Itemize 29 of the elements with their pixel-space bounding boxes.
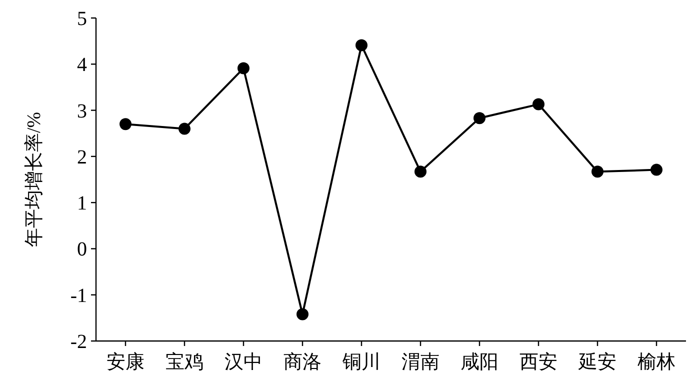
x-tick-label: 榆林 xyxy=(638,352,676,373)
x-tick-label: 渭南 xyxy=(402,352,440,373)
point xyxy=(414,166,426,178)
x-tick-label: 西安 xyxy=(520,351,558,373)
x-tick-label: 安康 xyxy=(106,351,144,373)
point xyxy=(356,39,368,52)
y-tick-label: -2 xyxy=(70,331,87,353)
x-tick-label: 商洛 xyxy=(284,351,322,373)
x-tick-label: 汉中 xyxy=(224,352,262,373)
x-tick-label: 铜川 xyxy=(342,352,380,373)
point xyxy=(592,166,604,178)
y-axis-title: 年平均增长率/% xyxy=(23,112,45,248)
point xyxy=(650,164,662,176)
point xyxy=(178,122,190,135)
point xyxy=(238,62,250,74)
point xyxy=(532,98,544,110)
point xyxy=(474,112,486,124)
y-tick-label: 0 xyxy=(77,238,87,261)
y-tick-label: -1 xyxy=(70,284,87,307)
y-tick-label: 5 xyxy=(77,8,87,30)
x-tick-label: 延安 xyxy=(578,351,616,373)
point xyxy=(120,118,132,130)
x-tick-label: 宝鸡 xyxy=(166,351,204,373)
y-tick-label: 4 xyxy=(77,54,87,76)
x-tick-label: 咸阳 xyxy=(460,352,498,373)
point xyxy=(296,308,308,320)
y-tick-label: 2 xyxy=(77,146,87,168)
y-tick-label: 1 xyxy=(77,192,87,215)
y-tick-label: 3 xyxy=(77,100,87,122)
